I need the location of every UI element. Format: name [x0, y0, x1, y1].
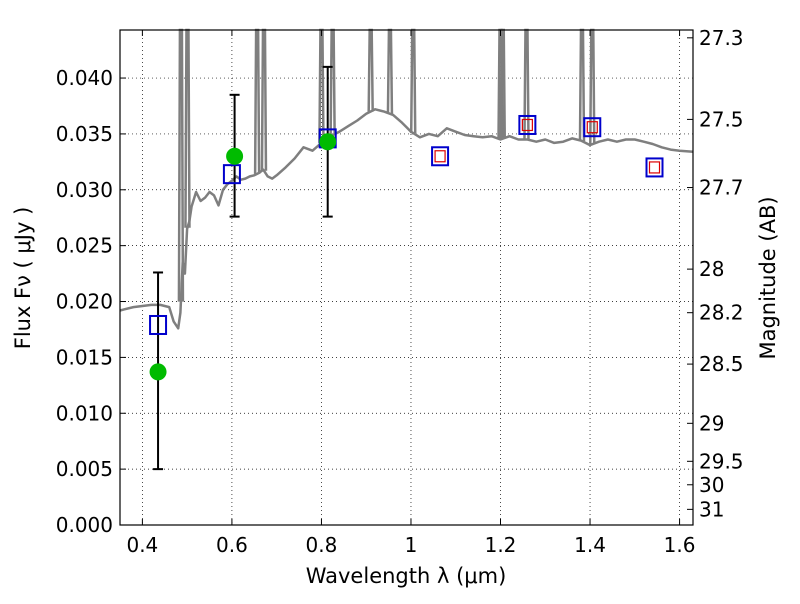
model-square-blue [222, 164, 241, 185]
y-tick-label: 0.010 [56, 401, 113, 425]
model-square-red [586, 121, 598, 134]
model-square-blue [645, 157, 664, 178]
x-axis-title: Wavelength λ (μm) [306, 564, 507, 588]
y2-tick-label: 28.2 [699, 301, 744, 325]
plot-frame [119, 29, 694, 526]
y2-tick-label: 27.5 [699, 107, 744, 131]
x-axis-ticks: 0.4 0.6 0.8 1 1.2 1.4 1.6 [126, 30, 695, 557]
y-tick-label: 0.030 [56, 178, 113, 202]
y-tick-label: 0.000 [56, 513, 113, 537]
y2-tick-label: 29 [699, 411, 724, 435]
y-axis-ticks: 0.000 0.005 0.010 0.015 0.020 0.025 0.030 0.035… [56, 66, 126, 537]
model-square-red [648, 161, 661, 174]
y-tick-label: 0.015 [56, 345, 113, 369]
y-axis-title: Flux Fν ( μJy ) [11, 207, 35, 350]
observed-point [149, 363, 167, 381]
x-tick-label: 1.2 [485, 533, 517, 557]
y2-tick-label: 27.3 [699, 26, 744, 50]
model-square-blue [518, 114, 537, 135]
photometry-markers [149, 65, 664, 471]
y2-tick-label: 27.7 [699, 176, 744, 200]
plot-background [120, 30, 693, 525]
x-tick-label: 0.8 [306, 533, 338, 557]
x-tick-label: 1 [405, 533, 418, 557]
y-tick-label: 0.005 [56, 457, 113, 481]
model-square-red [521, 118, 533, 132]
y-tick-label: 0.035 [56, 122, 113, 146]
x-tick-label: 1.6 [664, 533, 696, 557]
x-tick-label: 1.4 [574, 533, 606, 557]
x-tick-label: 0.6 [216, 533, 248, 557]
y2-axis-title: Magnitude (AB) [756, 196, 780, 359]
y-tick-label: 0.040 [56, 66, 113, 90]
y2-tick-label: 30 [699, 473, 724, 497]
y2-tick-label: 29.5 [699, 449, 744, 473]
model-square-blue [149, 314, 168, 335]
model-square-blue [431, 146, 450, 167]
y-tick-label: 0.020 [56, 290, 113, 314]
y2-tick-label: 28 [699, 257, 724, 281]
grid-lines [120, 30, 693, 525]
observed-point [226, 147, 244, 165]
model-square-red [434, 150, 446, 163]
observed-point [319, 133, 337, 151]
model-square-blue [583, 117, 602, 138]
y2-tick-label: 28.5 [699, 352, 744, 376]
x-tick-label: 0.4 [126, 533, 158, 557]
y-tick-label: 0.025 [56, 234, 113, 258]
y2-tick-label: 31 [699, 497, 724, 521]
